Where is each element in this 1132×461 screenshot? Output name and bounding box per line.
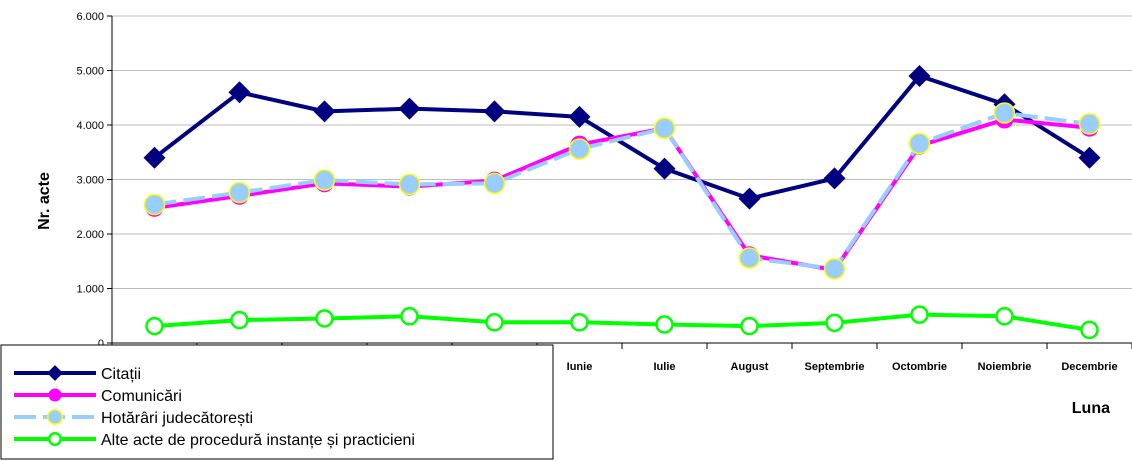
y-tick-label: 4.000 — [76, 120, 104, 132]
data-point — [653, 117, 676, 140]
series-line — [154, 312, 1090, 332]
x-tick-label: Septembrie — [805, 361, 865, 373]
series-line — [153, 73, 1091, 201]
x-axis-title: Luna — [1072, 400, 1110, 417]
legend: Citații Comunicări Hotărâri judecătorești A… — [0, 344, 554, 460]
data-point — [400, 307, 419, 326]
data-point — [313, 100, 336, 123]
data-point — [825, 313, 844, 333]
x-tick-label: Noiembrie — [978, 361, 1032, 373]
legend-item: Alte acte de procedură instanțe și pract… — [14, 431, 415, 449]
data-point — [228, 181, 251, 204]
y-tick-label: 3.000 — [76, 175, 104, 187]
data-point — [1078, 146, 1101, 169]
y-tick-label: 6.000 — [76, 11, 104, 23]
series-group — [143, 64, 1101, 340]
series-line — [154, 117, 1090, 272]
legend-label: Alte acte de procedură instanțe și pract… — [101, 432, 415, 449]
y-tick-label: 1.000 — [76, 284, 104, 296]
data-point — [738, 247, 761, 269]
data-point — [738, 187, 761, 210]
data-point — [47, 365, 63, 381]
data-point — [47, 431, 63, 447]
x-tick-label: Iulie — [653, 361, 675, 373]
data-point — [228, 81, 251, 104]
data-point — [398, 173, 421, 196]
data-point — [908, 64, 931, 87]
data-point — [995, 307, 1014, 326]
x-tick-label: August — [731, 361, 769, 373]
y-tick-label: 5.000 — [76, 66, 104, 78]
data-point — [740, 316, 759, 336]
data-point — [568, 138, 591, 160]
x-tick-label: Iunie — [567, 361, 593, 373]
x-tick-label: Octombrie — [892, 361, 947, 373]
data-point — [653, 157, 676, 180]
grid-lines — [112, 15, 1132, 289]
data-point — [485, 313, 504, 332]
data-point — [315, 309, 334, 328]
series-2 — [145, 110, 1099, 279]
legend-item: Citații — [14, 365, 141, 383]
x-tick-labels: Iunie Iulie August Septembrie Octombrie Noiem… — [567, 361, 1118, 373]
data-point — [145, 316, 164, 336]
data-point — [483, 100, 506, 123]
data-point — [823, 258, 846, 280]
data-point — [143, 193, 166, 216]
legend-item: Hotărâri judecătorești — [14, 409, 253, 427]
legend-label: Comunicări — [101, 388, 182, 405]
series-line — [154, 111, 1090, 271]
data-point — [1078, 113, 1101, 135]
data-point — [568, 105, 591, 128]
legend-label: Hotărâri judecătorești — [101, 410, 253, 427]
axes — [107, 15, 1132, 349]
y-axis-title: Nr. acte — [36, 172, 53, 230]
data-point — [655, 315, 674, 334]
series-3 — [143, 102, 1101, 280]
y-tick-label: 0 — [98, 338, 104, 350]
data-point — [570, 313, 589, 332]
data-point — [47, 409, 63, 425]
data-point — [48, 388, 62, 402]
y-tick-label: 2.000 — [76, 229, 104, 241]
x-tick-label: Decembrie — [1061, 361, 1117, 373]
series-4 — [145, 305, 1099, 340]
legend-item: Comunicări — [14, 388, 182, 405]
data-point — [398, 97, 421, 120]
data-point — [313, 169, 336, 191]
data-point — [230, 310, 249, 330]
data-point — [483, 172, 506, 195]
data-point — [908, 132, 931, 155]
legend-label: Citații — [101, 366, 141, 383]
data-point — [143, 146, 166, 169]
series-1 — [143, 64, 1101, 210]
data-point — [910, 305, 929, 324]
y-tick-labels: 0 1.000 2.000 3.000 4.000 5.000 6.000 — [76, 11, 104, 350]
data-point — [993, 102, 1016, 124]
data-point — [1080, 320, 1099, 340]
data-point — [823, 167, 846, 190]
